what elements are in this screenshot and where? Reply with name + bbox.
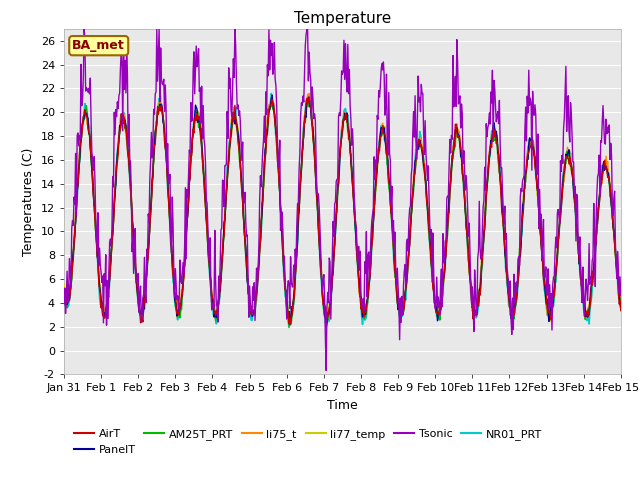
Legend: AirT, PanelT, AM25T_PRT, li75_t, li77_temp, Tsonic, NR01_PRT: AirT, PanelT, AM25T_PRT, li75_t, li77_te… (70, 425, 547, 459)
X-axis label: Time: Time (327, 399, 358, 412)
Title: Temperature: Temperature (294, 11, 391, 26)
Y-axis label: Temperatures (C): Temperatures (C) (22, 147, 35, 256)
Text: BA_met: BA_met (72, 39, 125, 52)
